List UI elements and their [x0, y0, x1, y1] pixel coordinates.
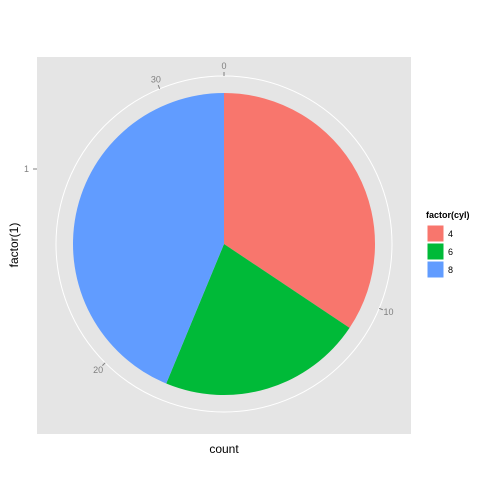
y-axis-title: factor(1) — [7, 223, 21, 268]
radial-tick — [102, 362, 106, 366]
legend: 4 6 8 — [426, 224, 453, 279]
pie-slice-8 — [73, 93, 225, 384]
radial-tick-label: 20 — [93, 365, 103, 375]
pie-slices — [73, 93, 375, 395]
legend-label-6: 6 — [448, 247, 453, 257]
radial-tick-label: 30 — [151, 75, 161, 85]
radial-tick — [157, 84, 161, 89]
radial-tick-label: 0 — [221, 61, 226, 71]
pie-slice-4 — [224, 93, 375, 328]
radial-tick — [379, 307, 384, 311]
legend-label-8: 8 — [448, 265, 453, 275]
legend-title: factor(cyl) — [426, 210, 470, 220]
radial-tick-label: 10 — [383, 307, 393, 317]
pie-slice-6 — [166, 244, 350, 395]
radial-ticks: 0 10 20 30 — [93, 61, 393, 375]
y-tick-label: 1 — [24, 164, 29, 174]
legend-key-8 — [426, 260, 445, 279]
legend-label-4: 4 — [448, 229, 453, 239]
legend-key-6 — [426, 242, 445, 261]
x-axis-title: count — [209, 442, 239, 456]
legend-key-4 — [426, 224, 445, 243]
